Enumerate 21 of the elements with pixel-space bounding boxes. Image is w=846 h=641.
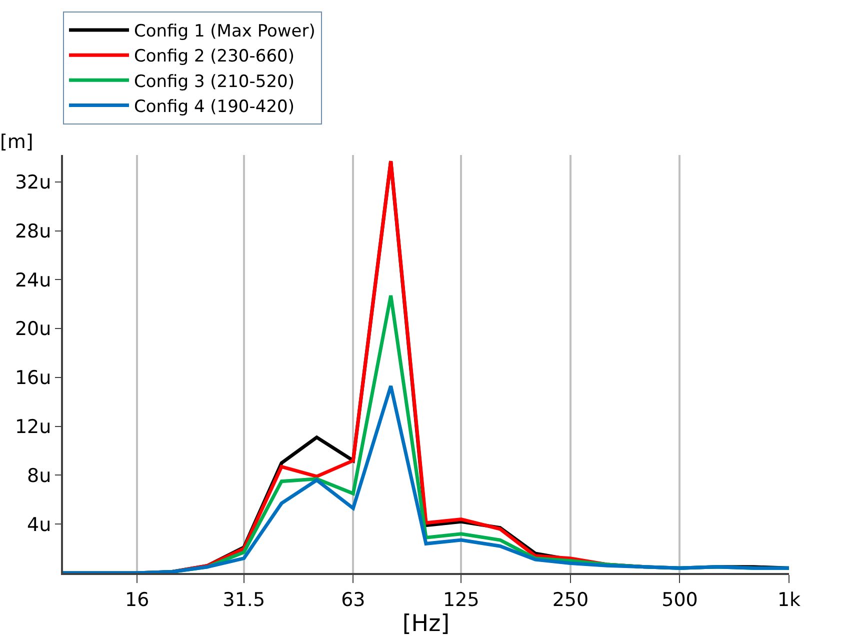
legend-label: Config 3 (210-520) (134, 72, 294, 92)
y-tick-label: 8u (27, 464, 52, 487)
y-tick-label: 20u (14, 318, 52, 340)
x-tick-label: 63 (341, 588, 366, 611)
x-tick-label: 500 (662, 588, 698, 611)
y-tick-label: 28u (14, 220, 52, 242)
x-axis-title: [Hz] (402, 610, 450, 637)
y-tick-label: 32u (14, 172, 52, 194)
y-tick-label: 24u (14, 269, 52, 292)
x-tick-label: 1k (777, 588, 801, 611)
x-tick-label: 31.5 (222, 588, 266, 611)
x-tick-label: 16 (125, 588, 150, 611)
legend-label: Config 1 (Max Power) (134, 22, 316, 42)
x-tick-label: 250 (552, 588, 589, 611)
x-tick-label: 125 (443, 588, 480, 611)
y-axis-title: [m] (0, 131, 34, 153)
legend-label: Config 2 (230-660) (134, 46, 294, 67)
legend-label: Config 4 (190-420) (134, 96, 294, 117)
y-tick-label: 12u (14, 416, 52, 438)
y-tick-label: 16u (14, 367, 52, 390)
y-tick-label: 4u (27, 514, 52, 536)
